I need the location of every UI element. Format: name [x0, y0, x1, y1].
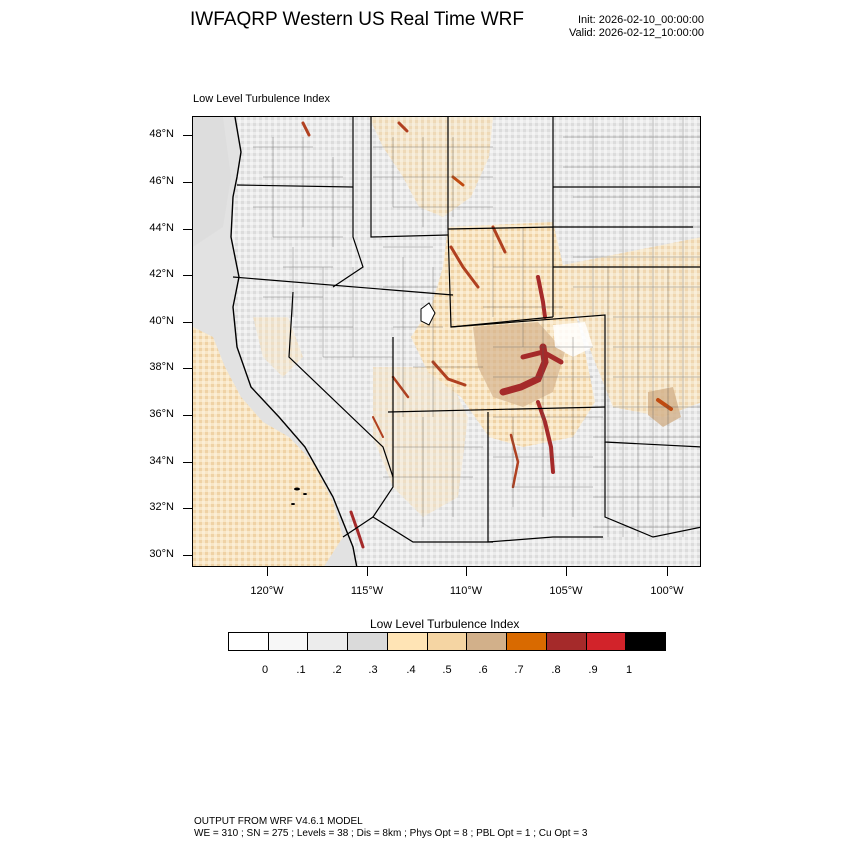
model-info-line2: WE = 310 ; SN = 275 ; Levels = 38 ; Dis … [194, 828, 588, 839]
lat-label: 34°N [149, 455, 174, 467]
colorbar [228, 632, 666, 651]
lat-label: 42°N [149, 268, 174, 280]
colorbar-label: .9 [588, 664, 598, 676]
colorbar-box [507, 633, 547, 650]
colorbar-box [348, 633, 388, 650]
colorbar-box [546, 633, 587, 650]
colorbar-box [308, 633, 349, 650]
lat-tick [183, 229, 192, 230]
county-boundaries [253, 117, 700, 537]
lat-tick [183, 322, 192, 323]
lon-label: 115°W [350, 585, 384, 597]
colorbar-box [586, 633, 627, 650]
init-time: Init: 2026-02-10_00:00:00 [578, 14, 704, 26]
lat-label: 46°N [149, 175, 174, 187]
great-salt-lake [420, 302, 436, 326]
lat-label: 38°N [149, 361, 174, 373]
colorbar-title: Low Level Turbulence Index [370, 617, 520, 631]
colorbar-label: 0 [261, 664, 269, 676]
map-panel [192, 116, 701, 567]
lon-tick [566, 567, 567, 576]
lon-label: 120°W [250, 585, 284, 597]
colorbar-label: .8 [551, 664, 561, 676]
colorbar-box [626, 633, 666, 650]
offshore-north-low [193, 117, 231, 247]
lon-tick [466, 567, 467, 576]
lat-tick [183, 135, 192, 136]
colorbar-label: .1 [296, 664, 306, 676]
lat-tick [183, 415, 192, 416]
lat-label: 36°N [149, 408, 174, 420]
colorbar-box [427, 633, 468, 650]
colorbar-label: 1 [625, 664, 633, 676]
colorbar-label: .5 [442, 664, 452, 676]
lat-label: 48°N [149, 128, 174, 140]
high-turbulence-ridges [301, 121, 673, 549]
lat-tick [183, 508, 192, 509]
colorbar-label: .6 [478, 664, 488, 676]
model-info-line1: OUTPUT FROM WRF V4.6.1 MODEL [194, 816, 363, 827]
lon-label: 100°W [650, 585, 684, 597]
lon-tick [267, 567, 268, 576]
colorbar-box [467, 633, 508, 650]
turbulence-map [193, 117, 700, 566]
lon-tick [367, 567, 368, 576]
plot-field-label: Low Level Turbulence Index [193, 93, 330, 105]
lat-label: 40°N [149, 315, 174, 327]
lat-tick [183, 275, 192, 276]
map-title: IWFAQRP Western US Real Time WRF [190, 9, 524, 30]
offshore-moderate-turbulence [193, 327, 343, 566]
lon-tick [667, 567, 668, 576]
colorbar-box [229, 633, 269, 650]
lat-tick [183, 182, 192, 183]
lat-label: 30°N [149, 548, 174, 560]
colorbar-label: .7 [514, 664, 524, 676]
lat-tick [183, 368, 192, 369]
colorbar-box [268, 633, 309, 650]
lon-label: 105°W [549, 585, 583, 597]
colorbar-label: .2 [332, 664, 342, 676]
colorado-elevated [473, 322, 565, 407]
colorbar-label: .3 [368, 664, 378, 676]
colorbar-label: .4 [406, 664, 416, 676]
lat-label: 44°N [149, 222, 174, 234]
colorbar-box [387, 633, 428, 650]
lat-label: 32°N [149, 501, 174, 513]
channel-islands [291, 487, 307, 505]
plains-moderate [553, 237, 700, 417]
southwest-moderate [373, 367, 468, 517]
northern-rockies-moderate [369, 117, 493, 217]
lon-label: 110°W [449, 585, 483, 597]
lat-tick [183, 462, 192, 463]
coastline [230, 117, 358, 566]
valid-time: Valid: 2026-02-12_10:00:00 [569, 27, 704, 39]
lat-tick [183, 555, 192, 556]
